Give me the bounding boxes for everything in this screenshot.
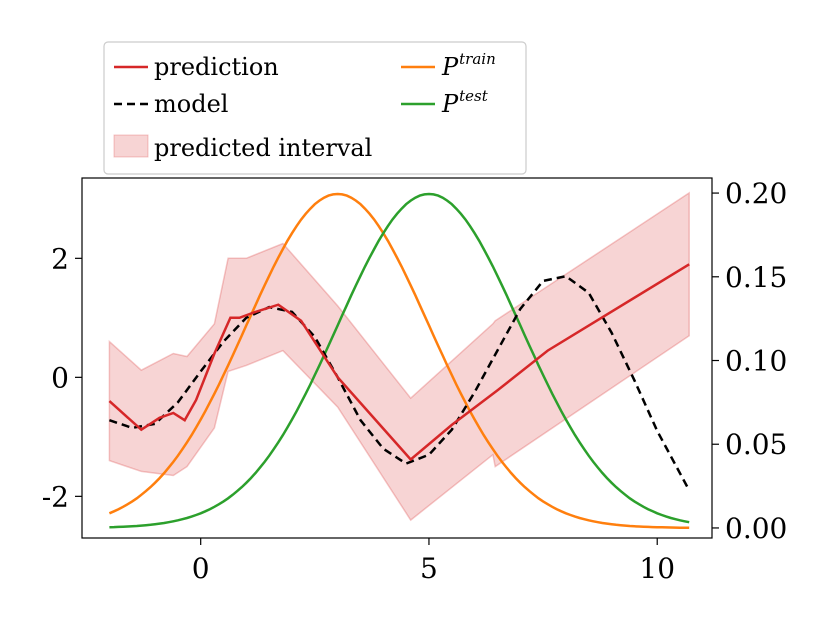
y-tick-label: 0 bbox=[51, 361, 69, 394]
y2-tick-label: 0.15 bbox=[725, 261, 787, 294]
legend-model-label: model bbox=[154, 90, 228, 118]
legend-p-test-base: P bbox=[441, 90, 459, 118]
y2-tick-label: 0.10 bbox=[725, 345, 787, 378]
legend: prediction model predicted interval Ptra… bbox=[103, 41, 527, 175]
x-tick-label: 10 bbox=[639, 552, 675, 585]
legend-p-test-sup: test bbox=[459, 87, 489, 105]
y2-tick-label: 0.00 bbox=[725, 512, 787, 545]
legend-interval-swatch bbox=[113, 134, 149, 158]
legend-p-test-label: Ptest bbox=[441, 87, 489, 118]
prediction-line bbox=[108, 263, 690, 462]
x-tick-label: 0 bbox=[192, 552, 210, 585]
model-line bbox=[109, 274, 691, 491]
p-train-line bbox=[108, 192, 690, 530]
y2-tick-label: 0.20 bbox=[725, 177, 787, 210]
axis-ticks: 0 5 10 -2 0 2 0.00 0.05 0.10 0.15 0.20 bbox=[42, 177, 788, 585]
legend-prediction-label: prediction bbox=[154, 53, 279, 81]
plot-area-frame bbox=[81, 177, 713, 539]
x-tick-label: 5 bbox=[420, 552, 438, 585]
legend-box bbox=[103, 41, 527, 175]
legend-p-train-label: Ptrain bbox=[441, 50, 496, 81]
y-tick-label: -2 bbox=[42, 480, 69, 513]
legend-interval-label: predicted interval bbox=[154, 134, 372, 162]
y2-tick-label: 0.05 bbox=[725, 428, 787, 461]
y-tick-label: 2 bbox=[51, 242, 69, 275]
legend-p-train-sup: train bbox=[459, 50, 496, 68]
predicted-interval-band bbox=[108, 191, 690, 522]
p-test-line bbox=[109, 192, 690, 529]
legend-p-train-base: P bbox=[441, 53, 459, 81]
